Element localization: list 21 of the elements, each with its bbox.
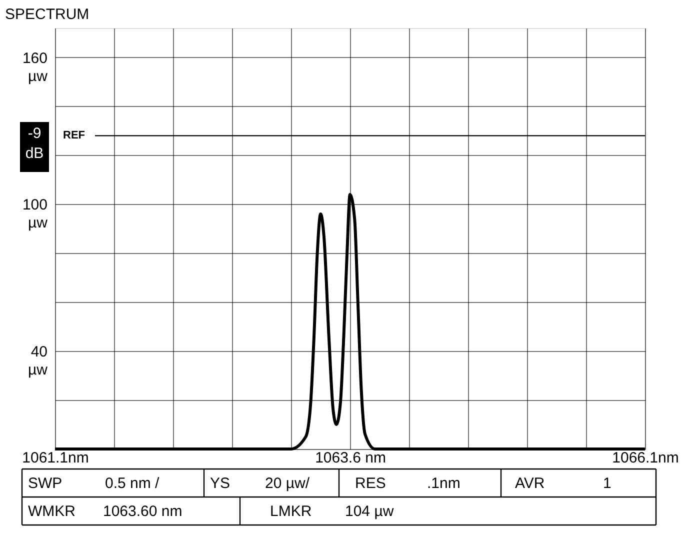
y-tick-label: 100 µw (22, 196, 48, 232)
ref-line-label: REF (63, 130, 86, 142)
text: 104 µw (345, 503, 394, 520)
x-tick-label: 1063.6 nm (315, 450, 386, 466)
text: .1nm (427, 475, 460, 492)
chart-title: SPECTRUM (5, 6, 90, 23)
text: 1063.60 nm (103, 503, 182, 520)
text: SWP (28, 475, 62, 492)
text: -9 dB (25, 125, 44, 162)
x-tick-label: 1066.1nm (612, 450, 679, 466)
y-tick-label: 40 µw (28, 344, 48, 379)
y-tick-label: 160 µw (22, 50, 48, 85)
text: 1 (603, 475, 612, 492)
x-tick-label: 1061.1nm (22, 450, 89, 466)
text: 20 µw/ (265, 475, 310, 492)
text: YS (210, 475, 230, 492)
text: WMKR (28, 503, 76, 520)
text: RES (355, 475, 386, 492)
text: 0.5 nm / (105, 475, 160, 492)
text: LMKR (270, 503, 312, 520)
text: AVR (515, 475, 545, 492)
